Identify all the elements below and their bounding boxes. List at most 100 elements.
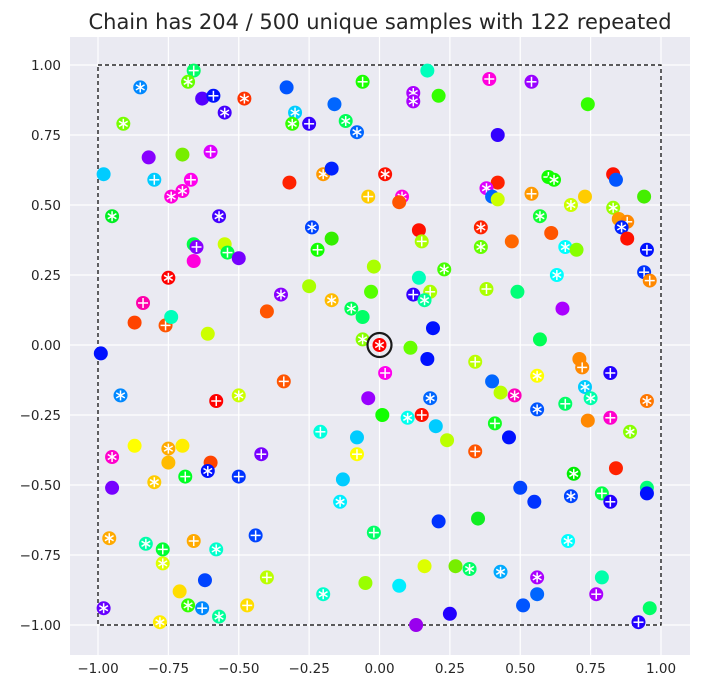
data-point xyxy=(127,315,142,330)
tick-labels: −1.00 1.00 −0.75 0.75 −0.50 0.50 −0.25 0.25 0.00… xyxy=(20,58,676,677)
data-point-asterisk xyxy=(530,402,545,417)
data-point-asterisk xyxy=(563,489,578,504)
y-tick-label: −0.50 xyxy=(20,478,61,494)
data-point xyxy=(580,413,595,428)
data-point-asterisk xyxy=(175,184,190,198)
x-tick-label: −0.75 xyxy=(148,661,189,677)
data-point-asterisk xyxy=(273,287,288,302)
data-point-plus xyxy=(487,416,502,431)
data-point-asterisk xyxy=(161,441,176,456)
data-point-asterisk xyxy=(138,536,153,551)
data-point xyxy=(608,461,623,476)
data-point xyxy=(532,332,547,347)
data-point xyxy=(569,242,584,257)
data-point-asterisk xyxy=(473,220,488,235)
data-point-plus xyxy=(414,234,429,249)
data-point xyxy=(555,301,570,316)
data-point xyxy=(471,511,486,526)
data-point-plus xyxy=(259,570,274,585)
data-point-plus xyxy=(468,354,483,369)
data-point-plus xyxy=(355,74,370,89)
data-point xyxy=(141,150,156,165)
data-point-plus xyxy=(206,88,221,103)
data-point xyxy=(197,573,212,588)
data-point xyxy=(366,259,381,274)
data-point-asterisk xyxy=(161,270,176,285)
data-point-asterisk xyxy=(181,74,196,89)
data-point-plus xyxy=(349,447,364,462)
data-point xyxy=(501,430,516,445)
data-point-asterisk xyxy=(561,534,576,548)
data-point-plus xyxy=(155,542,170,557)
data-point-plus xyxy=(178,469,193,484)
data-point-asterisk xyxy=(338,114,353,128)
data-point xyxy=(186,254,201,268)
data-point-plus xyxy=(558,396,573,411)
data-point xyxy=(620,231,635,246)
data-point-asterisk xyxy=(116,116,131,131)
data-point-plus xyxy=(231,469,246,484)
data-point-asterisk xyxy=(349,125,364,140)
data-point xyxy=(527,494,542,509)
data-point-plus xyxy=(240,598,255,613)
data-point xyxy=(490,192,505,207)
data-point xyxy=(175,438,190,453)
data-point xyxy=(420,352,435,366)
data-point-plus xyxy=(203,144,218,159)
data-point-asterisk xyxy=(237,91,252,106)
data-point-asterisk xyxy=(181,598,196,613)
data-point xyxy=(448,559,463,574)
data-point xyxy=(302,279,317,294)
data-point-asterisk xyxy=(164,189,179,204)
data-point-asterisk xyxy=(105,209,120,224)
y-tick-label: −1.00 xyxy=(20,618,61,634)
data-point-asterisk xyxy=(639,394,654,408)
data-point xyxy=(544,226,559,240)
data-point-asterisk xyxy=(437,262,452,277)
data-point xyxy=(364,284,379,299)
data-point-plus xyxy=(136,296,151,310)
y-tick-label: 1.00 xyxy=(31,58,61,74)
data-point-plus xyxy=(524,74,539,89)
data-point xyxy=(485,374,500,389)
data-point-plus xyxy=(254,447,269,462)
data-point-plus xyxy=(220,245,235,260)
data-point-plus xyxy=(603,366,618,380)
data-points xyxy=(93,63,657,632)
data-point-plus xyxy=(639,242,654,257)
data-point-asterisk xyxy=(333,494,348,509)
data-point-asterisk xyxy=(532,209,547,224)
data-point xyxy=(355,310,370,324)
data-point-asterisk xyxy=(406,94,421,109)
data-point-plus xyxy=(378,366,393,380)
data-point-asterisk xyxy=(583,391,598,406)
data-point xyxy=(417,559,432,574)
data-point-asterisk xyxy=(417,293,432,308)
data-point xyxy=(442,606,457,621)
data-point-asterisk xyxy=(209,542,224,557)
data-point xyxy=(642,601,657,616)
data-point-asterisk xyxy=(316,587,331,602)
data-point xyxy=(375,408,390,422)
data-point xyxy=(431,514,446,529)
data-point-plus xyxy=(209,394,224,408)
data-point-asterisk xyxy=(623,424,638,439)
data-point xyxy=(392,578,407,593)
data-point xyxy=(637,189,652,204)
data-point xyxy=(513,480,528,495)
data-point-asterisk xyxy=(530,368,545,383)
y-tick-label: −0.75 xyxy=(20,548,61,564)
data-point-plus xyxy=(406,287,421,302)
data-point-plus xyxy=(313,424,328,439)
data-point-asterisk xyxy=(549,268,564,282)
data-point xyxy=(324,231,339,246)
y-tick-label: 0.50 xyxy=(31,198,61,214)
data-point-plus xyxy=(147,172,162,187)
data-point xyxy=(93,346,108,361)
data-point-plus xyxy=(186,63,201,78)
data-point xyxy=(127,438,142,453)
data-point-plus xyxy=(195,601,210,616)
data-point-plus xyxy=(642,273,657,288)
data-point-asterisk xyxy=(423,391,438,406)
data-point xyxy=(358,576,373,590)
